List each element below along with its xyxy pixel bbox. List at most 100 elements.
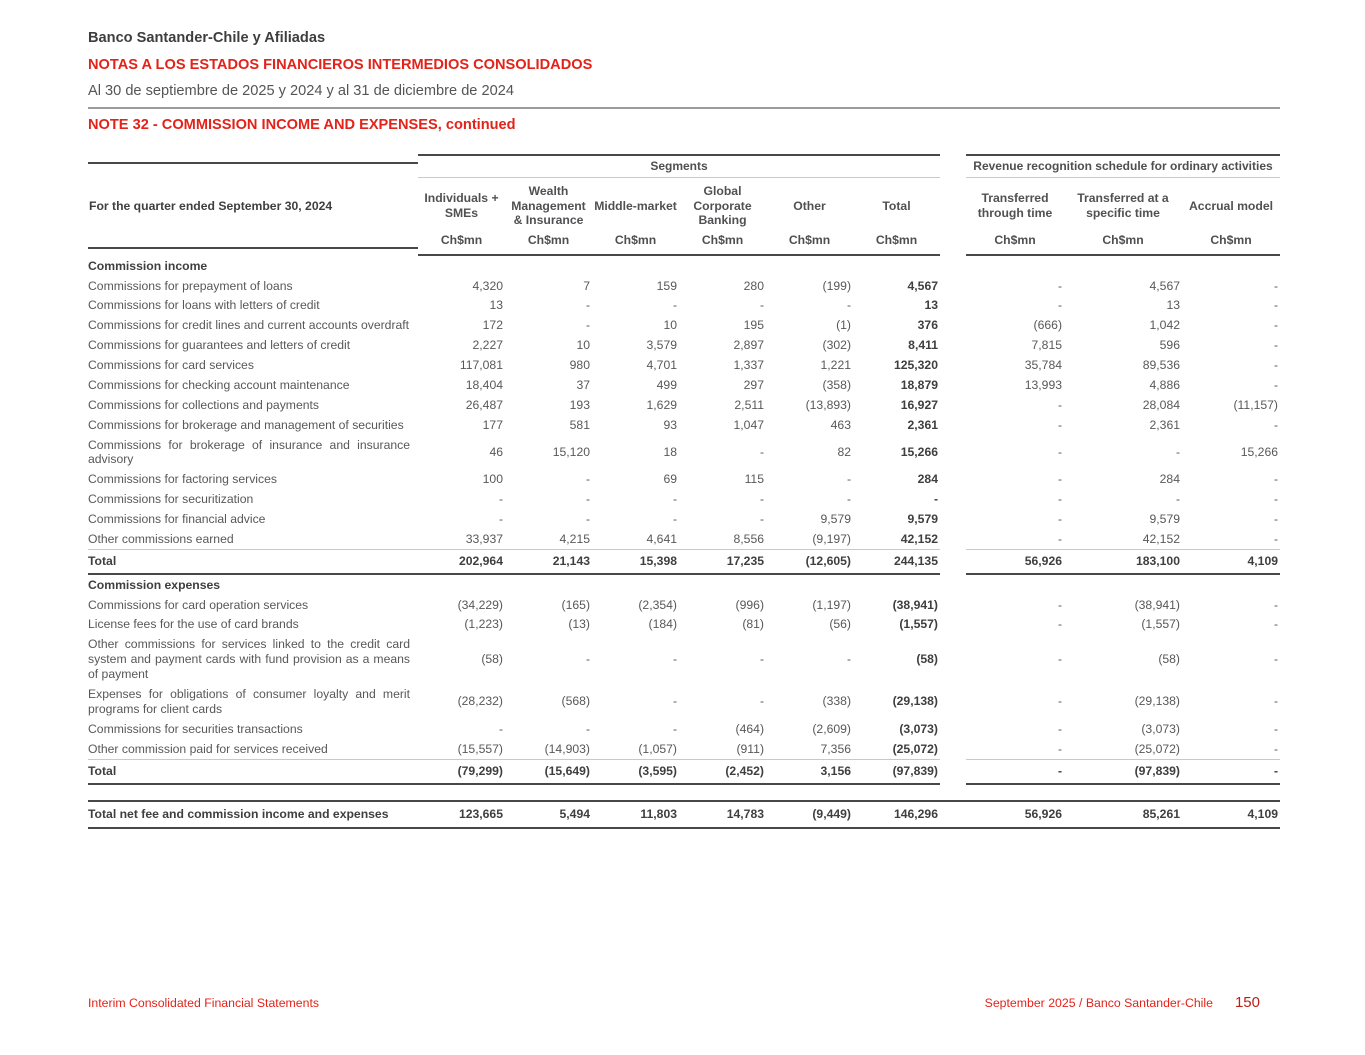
group-header-spacer	[88, 161, 418, 170]
row-label: Other commission paid for services recei…	[88, 741, 328, 756]
unit-label: Ch$mn	[592, 230, 679, 257]
footer-right: September 2025 / Banco Santander-Chile 1…	[985, 994, 1260, 1011]
value-cell: -	[585, 721, 590, 736]
table-row: Commissions for securitization - - - - - - - - -	[88, 490, 1280, 510]
value-cell: (38,941)	[892, 597, 938, 612]
value-cell: -	[1175, 492, 1180, 507]
value-cell: 499	[656, 377, 677, 392]
value-cell: 21,143	[505, 549, 592, 576]
value-cell: 1,042	[1149, 318, 1181, 333]
table-row: Commissions for brokerage of insurance a…	[88, 435, 1280, 470]
col-header-other: Other	[793, 198, 826, 213]
row-label: Commissions for financial advice	[88, 512, 266, 526]
value-cell: 15,398	[592, 549, 679, 576]
value-cell: -	[846, 298, 851, 313]
value-cell: 18	[663, 444, 677, 459]
value-cell: 18,879	[900, 377, 938, 392]
value-cell: (25,072)	[1134, 741, 1180, 756]
value-cell: -	[846, 472, 851, 487]
unit-label: Ch$mn	[679, 230, 766, 257]
value-cell: 172	[482, 318, 503, 333]
table-row: Other commissions for services linked to…	[88, 635, 1280, 685]
value-cell: 4,567	[907, 278, 939, 293]
value-cell: -	[498, 721, 503, 736]
table-body: Commission income Commissions for prepaym…	[88, 256, 1280, 829]
table-row: Commissions for brokerage and management…	[88, 415, 1280, 435]
value-cell: (2,609)	[812, 721, 851, 736]
company-name: Banco Santander-Chile y Afiliadas	[88, 30, 326, 46]
value-cell: 4,109	[1247, 806, 1279, 821]
value-cell: 56,926	[1024, 806, 1062, 821]
value-cell: -	[672, 298, 677, 313]
header-divider	[88, 107, 1280, 109]
value-cell: -	[1273, 338, 1278, 353]
unit-label: Ch$mn	[966, 230, 1064, 257]
value-cell: 463	[830, 417, 851, 432]
value-cell: 125,320	[893, 358, 938, 372]
section-header-row: Commission income	[88, 256, 1280, 276]
value-cell: 15,266	[900, 444, 938, 459]
value-cell: 7,815	[1031, 338, 1063, 353]
value-cell: -	[672, 492, 677, 507]
value-cell: -	[1057, 617, 1062, 632]
value-cell: -	[1273, 652, 1278, 667]
value-cell: -	[846, 652, 851, 667]
value-cell	[418, 264, 505, 268]
value-cell: (97,839)	[1064, 758, 1182, 785]
value-cell: -	[1057, 444, 1062, 459]
value-cell: 9,579	[907, 512, 939, 526]
row-label: Total	[88, 758, 418, 785]
value-cell: 2,897	[733, 338, 765, 353]
value-cell: 13	[1166, 298, 1180, 313]
note-title: NOTE 32 - COMMISSION INCOME AND EXPENSES…	[88, 117, 516, 133]
value-cell: 9,579	[1149, 512, 1181, 526]
value-cell	[766, 264, 853, 268]
value-cell: (358)	[822, 377, 851, 392]
value-cell: 284	[1159, 472, 1180, 487]
unit-label: Ch$mn	[766, 230, 853, 257]
value-cell: (58)	[1158, 652, 1180, 667]
value-cell: 159	[656, 278, 677, 293]
value-cell: 1,221	[820, 358, 852, 372]
grand-total-row: Total net fee and commission income and …	[88, 799, 1280, 829]
value-cell: 4,886	[1149, 377, 1181, 392]
value-cell: (25,072)	[892, 741, 938, 756]
value-cell: (568)	[561, 694, 590, 709]
value-cell: (3,595)	[592, 758, 679, 785]
value-cell: -	[1273, 617, 1278, 632]
page-content: Banco Santander-Chile y Afiliadas NOTAS …	[88, 30, 1280, 829]
value-cell: 10	[663, 318, 677, 333]
value-cell: -	[1057, 512, 1062, 526]
value-cell	[853, 583, 940, 587]
value-cell: 4,567	[1149, 278, 1181, 293]
document-title: NOTAS A LOS ESTADOS FINANCIEROS INTERMED…	[88, 57, 593, 73]
table-row: Commissions for financial advice - - - - 9,57…	[88, 510, 1280, 530]
page-footer: Interim Consolidated Financial Statement…	[88, 994, 1260, 1011]
value-cell: 8,556	[733, 531, 765, 546]
value-cell: (199)	[822, 278, 851, 293]
table-row: Commissions for credit lines and current…	[88, 316, 1280, 336]
value-cell	[1182, 583, 1280, 587]
row-label: Commission income	[88, 258, 208, 273]
value-cell	[505, 264, 592, 268]
value-cell	[1182, 264, 1280, 268]
value-cell: (338)	[822, 694, 851, 709]
value-cell: 2,361	[907, 417, 939, 432]
row-label: Commissions for prepayment of loans	[88, 278, 293, 293]
value-cell: -	[672, 694, 677, 709]
row-label: Commissions for loans with letters of cr…	[88, 298, 320, 313]
value-cell: 69	[663, 472, 677, 487]
value-cell: -	[759, 652, 764, 667]
unit-label: Ch$mn	[1182, 230, 1280, 257]
col-header-global-corporate-banking: Global Corporate Banking	[693, 183, 752, 228]
value-cell	[966, 583, 1064, 587]
row-label: Commissions for securities transactions	[88, 721, 303, 736]
value-cell: 2,361	[1149, 417, 1181, 432]
row-label: Other commissions for services linked to…	[88, 637, 410, 681]
value-cell: -	[1057, 417, 1062, 432]
row-label: Commissions for brokerage of insurance a…	[88, 437, 410, 467]
value-cell: 115	[744, 472, 764, 487]
value-cell: 2,227	[472, 338, 504, 353]
document-subtitle: Al 30 de septiembre de 2025 y 2024 y al …	[88, 83, 514, 99]
value-cell: (666)	[1033, 318, 1062, 333]
